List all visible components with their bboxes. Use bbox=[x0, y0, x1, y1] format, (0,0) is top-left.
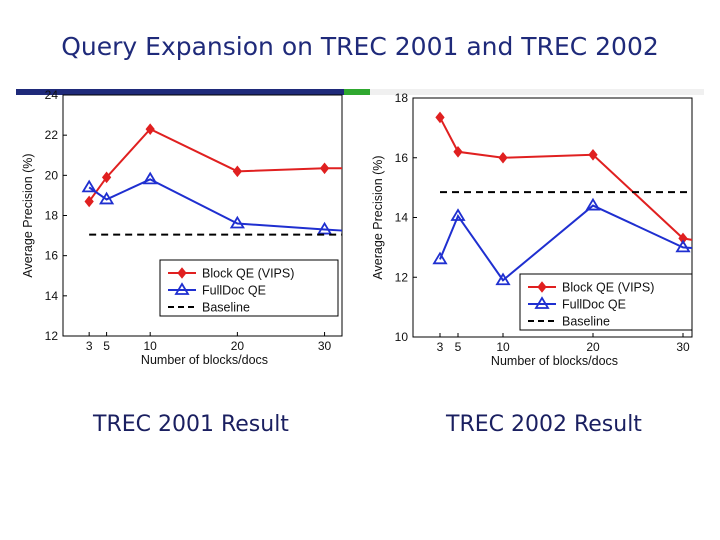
data-point-0 bbox=[588, 148, 598, 161]
y-tick-label: 20 bbox=[45, 168, 59, 182]
data-point-0 bbox=[101, 171, 112, 184]
data-point-1 bbox=[99, 191, 115, 205]
title-underline-green bbox=[344, 89, 370, 95]
caption-trec-2002: TREC 2002 Result bbox=[446, 412, 642, 437]
data-point-1 bbox=[229, 215, 245, 229]
series-line-1 bbox=[439, 204, 693, 282]
data-point-1 bbox=[585, 197, 601, 211]
legend-marker bbox=[174, 282, 190, 295]
data-point-1 bbox=[316, 221, 333, 235]
title-underline-blue bbox=[16, 89, 344, 95]
chart-trec-2001: 12 14 16 18 20 22 24 3 5 10 20 30 Number of blocks/d… bbox=[21, 88, 343, 367]
x-tick-label: 10 bbox=[496, 340, 510, 354]
x-tick-label: 3 bbox=[437, 340, 444, 354]
data-point-1 bbox=[450, 208, 466, 221]
x-tick-label: 30 bbox=[676, 340, 690, 354]
x-tick-label: 3 bbox=[86, 339, 93, 353]
y-tick-label: 12 bbox=[395, 270, 409, 284]
data-point-0 bbox=[435, 111, 445, 124]
x-tick-label: 5 bbox=[455, 340, 462, 354]
legend-label: Baseline bbox=[562, 315, 610, 329]
y-tick-label: 12 bbox=[45, 329, 59, 343]
data-point-1 bbox=[142, 171, 158, 185]
x-axis-label: Number of blocks/docs bbox=[491, 354, 618, 368]
legend-label: Baseline bbox=[202, 301, 250, 315]
legend-label: Block QE (VIPS) bbox=[562, 281, 654, 295]
x-axis-label: Number of blocks/docs bbox=[141, 353, 268, 367]
y-axis-label: Average Precision (%) bbox=[21, 153, 35, 277]
y-tick-label: 10 bbox=[395, 330, 409, 344]
y-tick-label: 16 bbox=[45, 249, 59, 263]
legend-marker bbox=[537, 281, 547, 293]
x-tick-label: 5 bbox=[103, 339, 110, 353]
y-tick-label: 24 bbox=[45, 88, 59, 102]
y-tick-label: 18 bbox=[395, 91, 409, 105]
legend-label: FullDoc QE bbox=[202, 284, 266, 298]
legend-label: FullDoc QE bbox=[562, 298, 626, 312]
data-point-0 bbox=[232, 165, 243, 178]
data-point-0 bbox=[84, 195, 94, 208]
legend-marker bbox=[177, 267, 187, 279]
data-point-0 bbox=[453, 145, 463, 158]
y-tick-label: 16 bbox=[395, 151, 409, 165]
y-tick-label: 14 bbox=[395, 211, 409, 225]
x-tick-label: 30 bbox=[318, 339, 332, 353]
data-point-0 bbox=[145, 123, 155, 135]
y-tick-label: 18 bbox=[45, 209, 59, 223]
title-underline-light bbox=[370, 89, 704, 95]
x-tick-label: 20 bbox=[231, 339, 245, 353]
data-point-1 bbox=[675, 239, 691, 253]
chart-trec-2002: 10 12 14 16 18 3 5 10 20 30 Number of blocks/docs A… bbox=[371, 91, 693, 368]
data-point-1 bbox=[432, 251, 448, 265]
y-tick-label: 22 bbox=[45, 128, 59, 142]
y-axis-label: Average Precision (%) bbox=[371, 155, 385, 279]
data-point-1 bbox=[495, 272, 511, 286]
slide-title: Query Expansion on TREC 2001 and TREC 20… bbox=[61, 32, 659, 61]
data-point-0 bbox=[678, 232, 688, 245]
legend-marker bbox=[534, 296, 550, 309]
y-tick-label: 14 bbox=[45, 289, 59, 303]
data-point-0 bbox=[319, 162, 330, 175]
legend-label: Block QE (VIPS) bbox=[202, 267, 294, 281]
data-point-1 bbox=[81, 179, 97, 193]
caption-trec-2001: TREC 2001 Result bbox=[93, 412, 289, 437]
data-point-0 bbox=[498, 151, 508, 164]
x-tick-label: 10 bbox=[144, 339, 158, 353]
x-tick-label: 20 bbox=[586, 340, 600, 354]
